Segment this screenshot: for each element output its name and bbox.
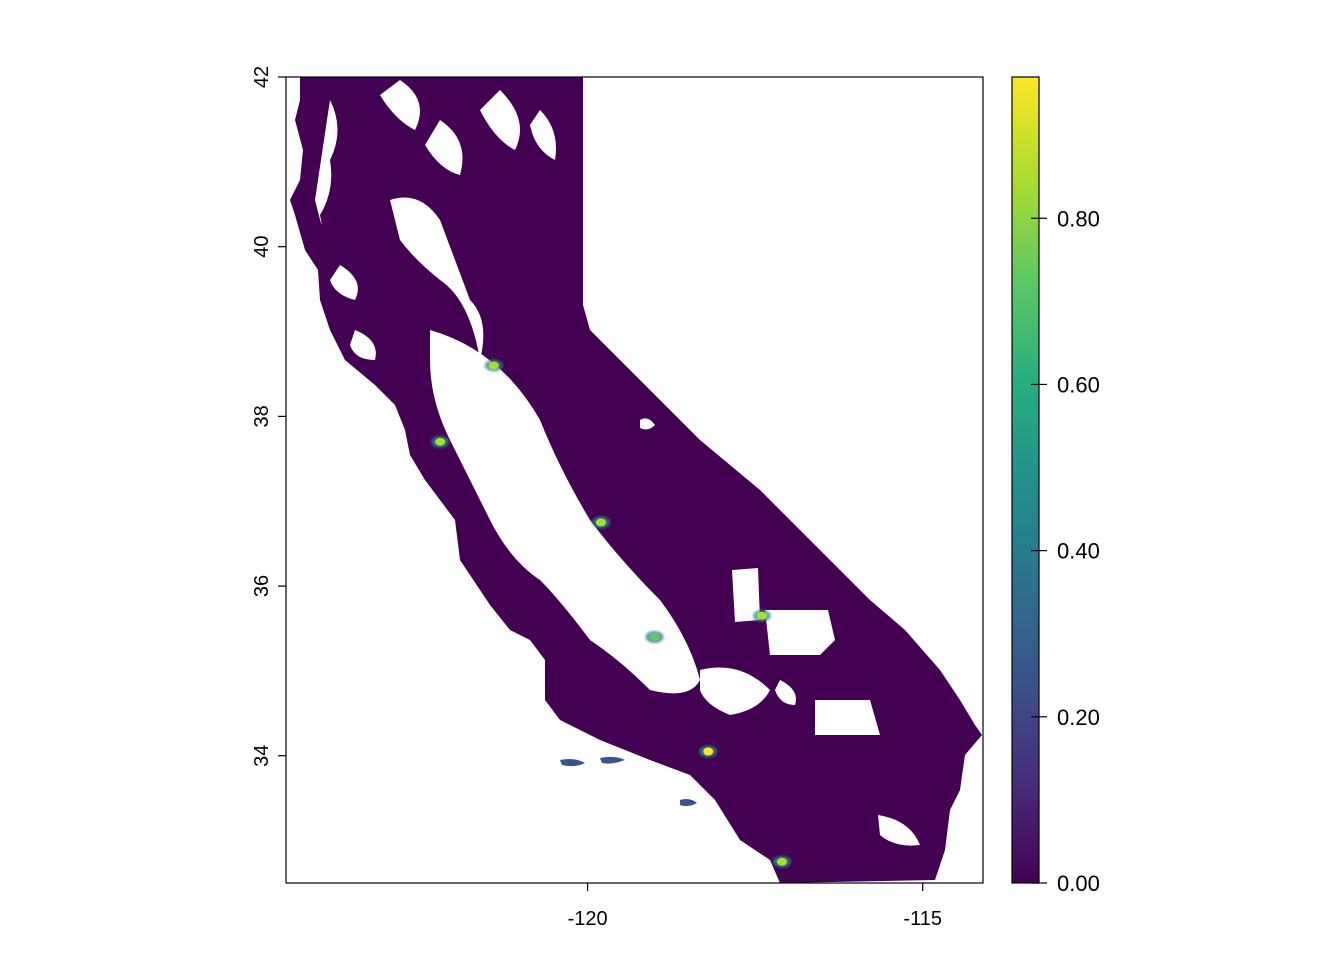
hotspot-los-angeles [703,747,714,756]
colorbar-tick-label: 0.00 [1057,871,1100,896]
hotspot-fresno [595,518,606,527]
colorbar-tick-label: 0.40 [1057,539,1100,564]
no-data-areas [315,80,920,846]
colorbar [1011,76,1040,884]
colorbar-legend: 0.00 0.20 0.40 0.60 0.80 [1011,76,1100,896]
hotspot-san-diego [776,857,787,866]
hotspot-lancaster [756,611,767,620]
channel-islands [560,756,697,807]
x-tick-label: -120 [568,908,608,930]
colorbar-tick-label: 0.20 [1057,705,1100,730]
colorbar-tick-label: 0.60 [1057,372,1100,397]
y-axis: 34 36 38 40 42 [251,66,286,767]
y-tick-label: 38 [251,405,273,427]
colorbar-ticks: 0.00 0.20 0.40 0.60 0.80 [1031,206,1100,896]
hotspot-sacramento [488,361,499,370]
california-raster-fill [290,77,982,883]
y-tick-label: 36 [251,575,273,597]
colorbar-tick-label: 0.80 [1057,206,1100,231]
x-axis: -120 -115 [568,883,942,930]
raster-layer [290,77,982,883]
y-tick-label: 40 [251,236,273,258]
hotspot-bakersfield [649,632,660,641]
y-tick-label: 42 [251,66,273,88]
y-tick-label: 34 [251,745,273,767]
hotspot-layer [431,359,791,868]
hotspot-san-francisco-bay [435,437,446,446]
x-tick-label: -115 [903,908,942,930]
plot-frame [285,76,984,884]
